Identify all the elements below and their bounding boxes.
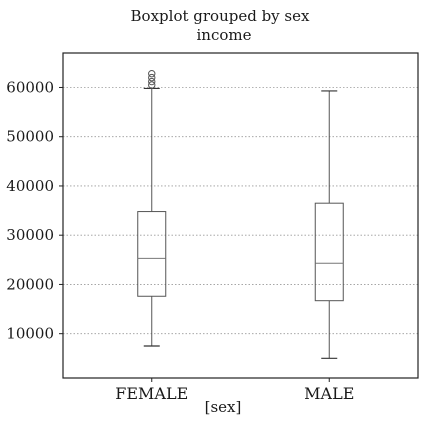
outlier-point	[148, 69, 156, 78]
y-tick-label: 60000	[6, 78, 54, 96]
x-tick-label: MALE	[304, 384, 354, 403]
y-tick-label: 40000	[6, 177, 54, 195]
outlier-point	[148, 81, 156, 89]
y-tick-label: 20000	[6, 275, 54, 293]
y-tick-label: 10000	[6, 325, 54, 343]
box-iqr	[314, 202, 344, 302]
boxes-layer	[137, 69, 344, 359]
x-axis: FEMALE MALE	[115, 378, 354, 403]
y-axis: 10000 20000 30000 40000 50000 60000	[6, 78, 63, 343]
outlier-point	[148, 77, 156, 86]
x-axis-label: [sex]	[205, 398, 242, 416]
grid-layer	[63, 87, 418, 335]
outlier-point	[148, 73, 156, 82]
box-iqr	[137, 211, 167, 297]
chart-title: Boxplot grouped by sex	[131, 7, 310, 25]
chart-subtitle: income	[197, 26, 252, 44]
y-tick-label: 30000	[6, 226, 54, 244]
x-tick-label: FEMALE	[115, 384, 188, 403]
plot-frame	[62, 52, 419, 379]
y-tick-label: 50000	[6, 128, 54, 146]
